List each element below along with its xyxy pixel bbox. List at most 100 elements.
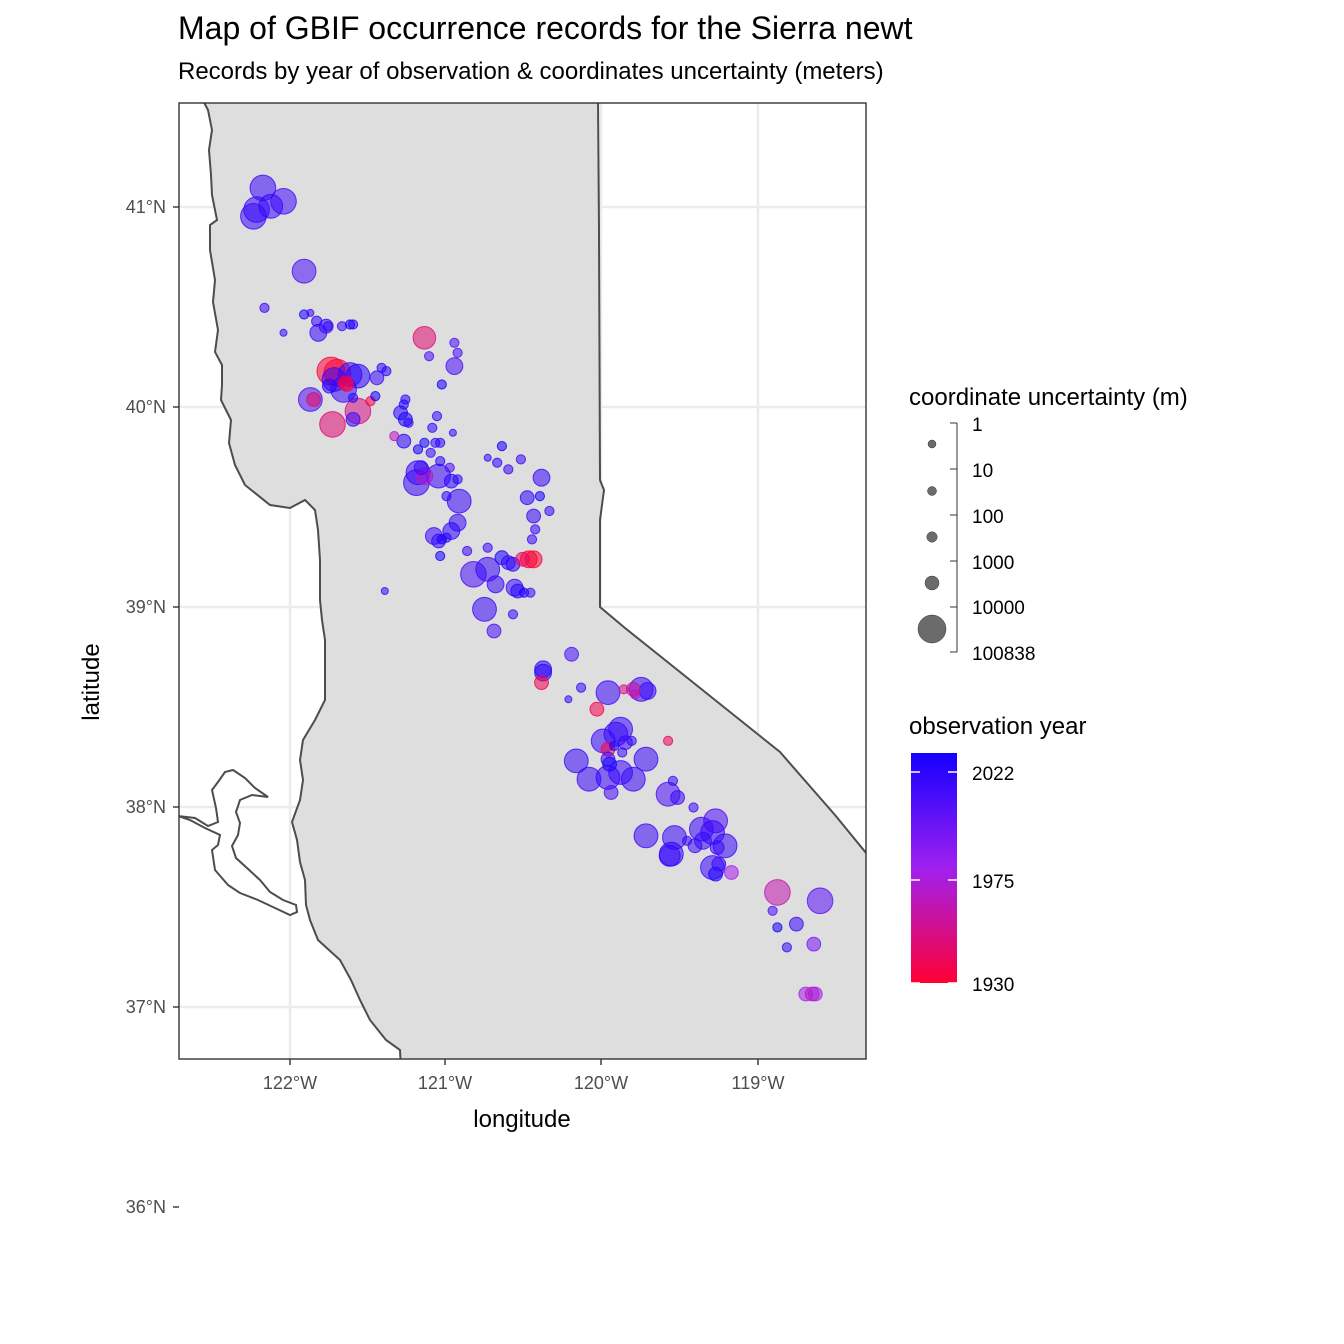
occurrence-point (609, 740, 620, 752)
occurrence-point (595, 680, 621, 705)
occurrence-point (370, 391, 381, 402)
occurrence-point (519, 490, 535, 506)
x-axis-title: longitude (473, 1106, 570, 1133)
size-legend: coordinate uncertainty (m) 1 10 100 1000… (909, 384, 1188, 665)
occurrence-point (311, 315, 323, 327)
occurrence-point (515, 551, 530, 567)
occurrence-point (789, 916, 804, 932)
occurrence-point (526, 508, 541, 524)
occurrence-point (564, 646, 579, 662)
occurrence-point (435, 437, 446, 448)
occurrence-point (482, 542, 493, 553)
occurrence-point (412, 326, 437, 350)
occurrence-point (709, 840, 725, 855)
occurrence-point (576, 682, 587, 693)
size-legend-label: 100838 (972, 644, 1035, 665)
occurrence-point (486, 575, 505, 594)
panel-border (178, 102, 867, 1060)
color-legend: observation year 2022 1975 1930 (909, 713, 1086, 996)
occurrence-point (688, 802, 699, 813)
y-tick-label: 38°N (126, 797, 166, 817)
occurrence-point (626, 735, 637, 747)
occurrence-point (682, 835, 693, 846)
occurrence-point (807, 986, 823, 1002)
y-tick-label: 37°N (126, 997, 166, 1017)
occurrence-point (711, 856, 727, 872)
occurrence-point (806, 936, 822, 952)
size-legend-title: coordinate uncertainty (m) (909, 384, 1188, 411)
occurrence-point (633, 823, 659, 849)
occurrence-point (617, 747, 628, 758)
occurrence-point (380, 587, 389, 595)
y-axis-title: latitude (78, 643, 105, 720)
occurrence-point (403, 417, 414, 428)
y-tick-label: 36°N (126, 1197, 166, 1217)
occurrence-point (772, 922, 783, 933)
occurrence-point (319, 411, 346, 438)
occurrence-point (452, 347, 463, 358)
occurrence-point (638, 682, 657, 700)
occurrence-point (563, 748, 589, 774)
chart-subtitle: Records by year of observation & coordin… (178, 58, 884, 85)
occurrence-point (515, 454, 527, 465)
occurrence-point (462, 545, 473, 557)
occurrence-point (767, 905, 778, 916)
occurrence-point (564, 695, 573, 704)
occurrence-point (424, 351, 435, 362)
occurrence-point (544, 505, 555, 517)
occurrence-point (431, 411, 443, 422)
occurrence-point (413, 460, 429, 476)
occurrence-point (445, 357, 464, 376)
occurrence-point (441, 491, 452, 502)
occurrence-point (449, 337, 460, 348)
occurrence-point (618, 684, 629, 695)
size-legend-key (927, 439, 937, 449)
occurrence-point (658, 844, 681, 867)
occurrence-point (345, 412, 361, 427)
occurrence-point (534, 675, 549, 690)
y-axis: 36°N 37°N 38°N 39°N 40°N 41°N latitude (78, 197, 179, 1217)
occurrence-point (526, 534, 538, 545)
occurrence-point (448, 428, 457, 437)
y-tick-label: 39°N (126, 597, 166, 617)
occurrence-point (724, 865, 739, 880)
size-legend-key (917, 614, 947, 644)
occurrence-point (483, 453, 492, 462)
size-legend-label: 10 (972, 461, 993, 482)
occurrence-point (806, 887, 834, 915)
occurrence-point (322, 321, 333, 332)
occurrence-point (472, 596, 497, 622)
occurrence-point (603, 785, 619, 800)
size-legend-label: 1 (972, 415, 983, 436)
occurrence-point (412, 444, 424, 455)
color-legend-colorbar (911, 753, 957, 983)
x-axis: 122°W 121°W 120°W 119°W longitude (263, 1059, 784, 1133)
occurrence-point (369, 370, 385, 386)
occurrence-point (435, 456, 446, 467)
occurrence-point (381, 366, 392, 377)
size-legend-label: 10000 (972, 598, 1025, 619)
occurrence-point (507, 609, 519, 620)
occurrence-point (306, 308, 315, 317)
y-tick-label: 40°N (126, 397, 166, 417)
occurrence-point (435, 550, 446, 562)
x-tick-label: 121°W (418, 1073, 472, 1093)
occurrence-point (503, 464, 514, 475)
occurrence-point (629, 689, 641, 700)
occurrence-point (452, 474, 463, 485)
occurrence-point (620, 766, 646, 792)
color-legend-label: 1975 (972, 872, 1014, 893)
occurrence-point (589, 701, 605, 717)
occurrence-point (337, 375, 353, 391)
occurrence-point (492, 457, 503, 468)
size-legend-label: 100 (972, 507, 1004, 528)
occurrence-point (670, 790, 685, 805)
occurrence-point (444, 462, 455, 473)
size-legend-key (927, 486, 937, 496)
occurrence-point (258, 193, 284, 219)
occurrence-point (427, 422, 438, 433)
occurrence-point (425, 447, 436, 458)
color-legend-label: 2022 (972, 764, 1014, 785)
occurrence-point (322, 378, 337, 394)
